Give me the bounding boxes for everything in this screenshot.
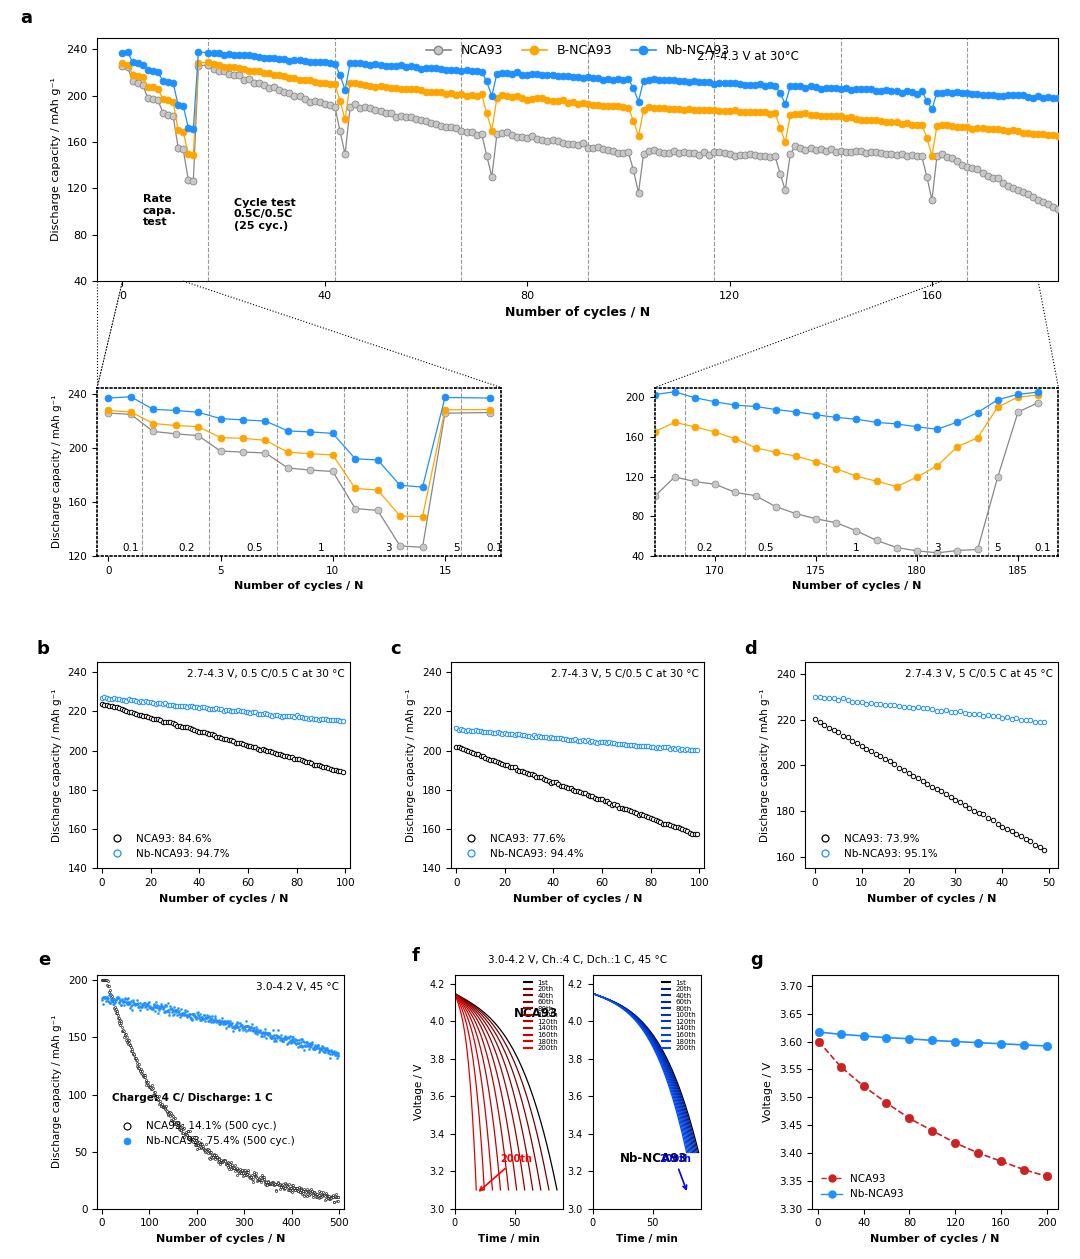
Text: 3.0-4.2 V, 45 °C: 3.0-4.2 V, 45 °C (256, 982, 339, 992)
Text: 5: 5 (995, 543, 1001, 553)
Text: 3.0-4.2 V, Ch.:4 C, Dch.:1 C, 45 °C: 3.0-4.2 V, Ch.:4 C, Dch.:1 C, 45 °C (488, 954, 667, 964)
Text: 3: 3 (934, 543, 941, 553)
X-axis label: Number of cycles / N: Number of cycles / N (234, 582, 364, 592)
Text: 2.7-4.3 V, 0.5 C/0.5 C at 30 °C: 2.7-4.3 V, 0.5 C/0.5 C at 30 °C (187, 669, 346, 679)
Legend: NCA93: 84.6%, Nb-NCA93: 94.7%: NCA93: 84.6%, Nb-NCA93: 94.7% (103, 830, 233, 864)
Text: 0.5: 0.5 (757, 543, 774, 553)
Text: a: a (21, 9, 32, 28)
Legend: NCA93: 73.9%, Nb-NCA93: 95.1%: NCA93: 73.9%, Nb-NCA93: 95.1% (811, 830, 942, 864)
Y-axis label: Discharge capacity / mAh g⁻¹: Discharge capacity / mAh g⁻¹ (52, 689, 63, 842)
Text: 1: 1 (853, 543, 860, 553)
Text: g: g (751, 952, 764, 969)
X-axis label: Number of cycles / N: Number of cycles / N (156, 1234, 285, 1244)
X-axis label: Number of cycles / N: Number of cycles / N (505, 306, 650, 320)
Text: c: c (391, 640, 402, 658)
X-axis label: Time / min: Time / min (616, 1234, 677, 1244)
Text: 3: 3 (386, 543, 392, 553)
Legend: 1st, 20th, 40th, 60th, 80th, 100th, 120th, 140th, 160th, 180th, 200th: 1st, 20th, 40th, 60th, 80th, 100th, 120t… (660, 978, 698, 1053)
Text: Charge: 4 C/ Discharge: 1 C: Charge: 4 C/ Discharge: 1 C (112, 1093, 273, 1103)
X-axis label: Number of cycles / N: Number of cycles / N (159, 894, 288, 904)
Text: 0.1: 0.1 (123, 543, 139, 553)
Legend: 1st, 20th, 40th, 60th, 80th, 100th, 120th, 140th, 160th, 180th, 200th: 1st, 20th, 40th, 60th, 80th, 100th, 120t… (522, 978, 559, 1053)
Text: 200th: 200th (480, 1153, 532, 1191)
Text: 200th: 200th (659, 1153, 691, 1190)
Text: f: f (411, 947, 419, 964)
X-axis label: Number of cycles / N: Number of cycles / N (792, 582, 921, 592)
X-axis label: Number of cycles / N: Number of cycles / N (867, 894, 997, 904)
X-axis label: Number of cycles / N: Number of cycles / N (870, 1234, 1000, 1244)
Y-axis label: Discharge capacity / mAh g⁻¹: Discharge capacity / mAh g⁻¹ (52, 1015, 63, 1168)
Text: 2.7-4.3 V, 5 C/0.5 C at 45 °C: 2.7-4.3 V, 5 C/0.5 C at 45 °C (905, 669, 1053, 679)
Text: b: b (37, 640, 50, 658)
Legend: NCA93: 14.1% (500 cyc.), Nb-NCA93: 75.4% (500 cyc.): NCA93: 14.1% (500 cyc.), Nb-NCA93: 75.4%… (112, 1117, 298, 1151)
Legend: NCA93, Nb-NCA93: NCA93, Nb-NCA93 (818, 1170, 908, 1204)
Text: 0.5: 0.5 (246, 543, 262, 553)
Text: 0.1: 0.1 (1034, 543, 1051, 553)
Y-axis label: Voltage / V: Voltage / V (764, 1061, 773, 1122)
Y-axis label: Voltage / V: Voltage / V (414, 1064, 424, 1119)
X-axis label: Number of cycles / N: Number of cycles / N (513, 894, 643, 904)
Text: 5: 5 (453, 543, 459, 553)
Text: 0.1: 0.1 (486, 543, 502, 553)
Legend: NCA93: 77.6%, Nb-NCA93: 94.4%: NCA93: 77.6%, Nb-NCA93: 94.4% (457, 830, 588, 864)
Y-axis label: Discharge capacity / mAh g⁻¹: Discharge capacity / mAh g⁻¹ (52, 395, 63, 549)
Text: Nb-NCA93: Nb-NCA93 (620, 1152, 687, 1165)
Text: NCA93: NCA93 (514, 1007, 558, 1020)
Text: 1: 1 (319, 543, 325, 553)
Text: 0.2: 0.2 (697, 543, 713, 553)
Legend: NCA93, B-NCA93, Nb-NCA93: NCA93, B-NCA93, Nb-NCA93 (420, 39, 735, 62)
Text: d: d (745, 640, 757, 658)
Text: Cycle test
0.5C/0.5C
(25 cyc.): Cycle test 0.5C/0.5C (25 cyc.) (233, 198, 296, 230)
Text: 2.7-4.3 V at 30°C: 2.7-4.3 V at 30°C (697, 50, 799, 63)
Text: 0.2: 0.2 (178, 543, 195, 553)
Text: 2.7-4.3 V, 5 C/0.5 C at 30 °C: 2.7-4.3 V, 5 C/0.5 C at 30 °C (551, 669, 699, 679)
Y-axis label: Discharge capacity / mAh g⁻¹: Discharge capacity / mAh g⁻¹ (760, 689, 770, 842)
Text: Rate
capa.
test: Rate capa. test (143, 194, 176, 228)
Text: e: e (38, 952, 51, 969)
X-axis label: Time / min: Time / min (478, 1234, 540, 1244)
Y-axis label: Discharge capacity / mAh g⁻¹: Discharge capacity / mAh g⁻¹ (406, 689, 416, 842)
Y-axis label: Discharge capacity / mAh g⁻¹: Discharge capacity / mAh g⁻¹ (51, 78, 60, 242)
